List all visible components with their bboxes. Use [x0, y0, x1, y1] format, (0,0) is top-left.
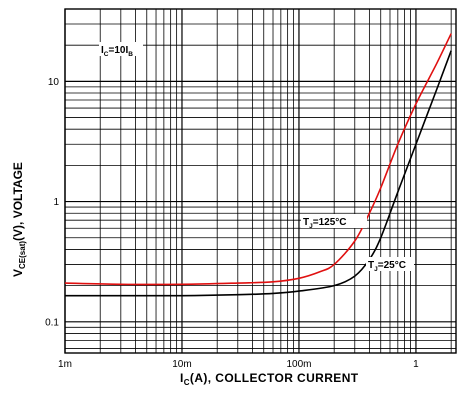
- x-axis-title: IC​(A), COLLECTOR CURRENT: [180, 371, 359, 387]
- grid: [64, 8, 456, 353]
- condition-label-bg: [99, 42, 143, 56]
- series-label-tj-125c: TJ​=125°C: [303, 217, 346, 230]
- y-tick-label: 1: [53, 197, 59, 208]
- series-label-bg: [301, 214, 367, 228]
- y-tick-label: 10: [48, 77, 60, 88]
- series-line-tj-25c: [64, 50, 452, 297]
- x-tick-label: 1m: [58, 359, 72, 370]
- axis-labels: IC​(A), COLLECTOR CURRENT VCE(sat)​(V), V…: [11, 162, 359, 387]
- plot-frame: [64, 8, 457, 354]
- x-tick-label: 100m: [286, 359, 311, 370]
- series-label-tj-25c: TJ​=25°C: [368, 260, 406, 273]
- x-tick-label: 10m: [172, 359, 191, 370]
- series-line-tj-125c: [64, 33, 452, 286]
- annotations: IC​=10IB​ TJ​=125°C TJ​=25°C: [99, 42, 414, 273]
- condition-label: IC​=10IB​: [101, 45, 133, 58]
- x-tick-label: 1: [413, 359, 419, 370]
- y-tick-label: 0.1: [45, 317, 59, 328]
- series-label-bg: [366, 257, 414, 271]
- tick-labels: 1m 10m 100m 1 0.1 1 10: [45, 77, 419, 370]
- y-axis-title: VCE(sat)​(V), VOLTAGE: [11, 162, 27, 277]
- series-group: [64, 33, 452, 297]
